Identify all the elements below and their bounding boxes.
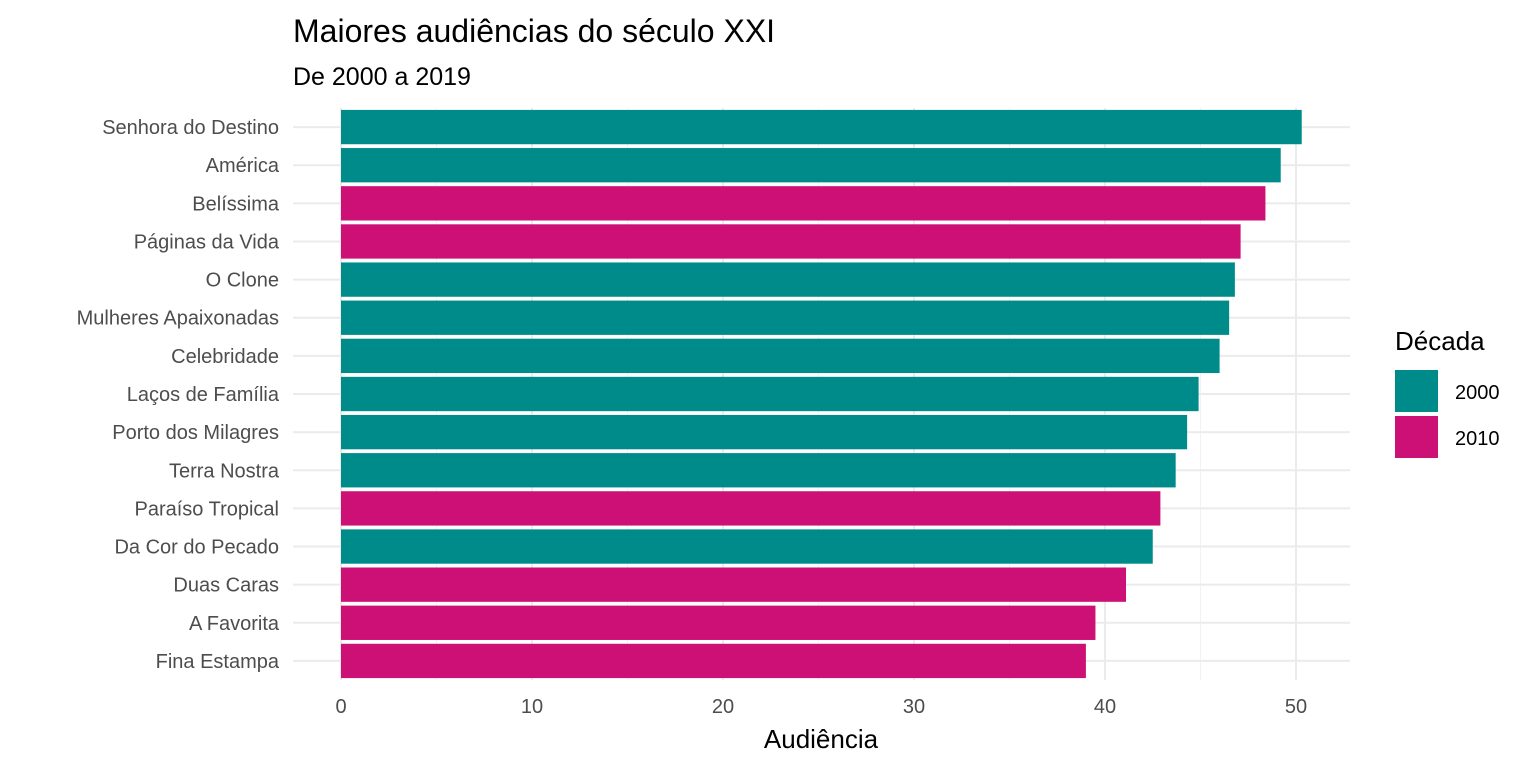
category-label: Belíssima <box>192 193 280 215</box>
category-label: Laços de Família <box>127 384 280 406</box>
category-label: Fina Estampa <box>156 651 280 673</box>
x-tick-label: 10 <box>521 696 543 718</box>
category-label: América <box>206 155 280 177</box>
chart-title: Maiores audiências do século XXI <box>293 13 775 49</box>
bar-celebridade <box>341 338 1220 374</box>
x-axis-title: Audiência <box>764 724 879 754</box>
chart-subtitle: De 2000 a 2019 <box>293 63 471 91</box>
x-tick-label: 20 <box>712 696 734 718</box>
category-label: Paraíso Tropical <box>134 498 279 520</box>
legend-swatch-2000 <box>1395 370 1438 412</box>
legend-swatch-2010 <box>1395 416 1438 458</box>
bar-laços-de-família <box>341 376 1199 412</box>
bar-a-favorita <box>341 605 1096 640</box>
bar-da-cor-do-pecado <box>341 529 1153 564</box>
x-tick-label: 30 <box>903 696 925 718</box>
bar-fina-estampa <box>341 643 1086 679</box>
category-label: A Favorita <box>189 613 280 635</box>
legend-label-2000: 2000 <box>1455 382 1500 404</box>
category-label: Páginas da Vida <box>134 231 280 253</box>
bars-group <box>341 109 1302 679</box>
bar-senhora-do-destino <box>341 109 1302 145</box>
category-label: Terra Nostra <box>169 460 280 482</box>
legend: Década 2000 2010 <box>1395 326 1500 458</box>
category-labels: Senhora do Destino América Belíssima Página… <box>77 117 280 673</box>
category-label: Da Cor do Pecado <box>114 537 279 559</box>
bar-terra-nostra <box>341 453 1176 488</box>
x-tick-label: 0 <box>335 696 346 718</box>
bar-américa <box>341 148 1281 183</box>
category-label: Duas Caras <box>173 575 279 597</box>
category-label: O Clone <box>206 270 279 292</box>
category-label: Celebridade <box>171 346 279 368</box>
bar-porto-dos-milagres <box>341 414 1188 450</box>
bar-o-clone <box>341 262 1235 297</box>
category-label: Mulheres Apaixonadas <box>77 308 279 330</box>
category-label: Porto dos Milagres <box>112 422 279 444</box>
bar-mulheres-apaixonadas <box>341 300 1230 335</box>
bar-paraíso-tropical <box>341 491 1161 526</box>
x-tick-label: 40 <box>1094 696 1116 718</box>
bar-duas-caras <box>341 567 1127 602</box>
bar-belíssima <box>341 186 1266 221</box>
category-label: Senhora do Destino <box>102 117 279 139</box>
legend-label-2010: 2010 <box>1455 428 1500 450</box>
bar-páginas-da-vida <box>341 224 1241 259</box>
legend-title: Década <box>1395 326 1485 356</box>
x-tick-label: 50 <box>1285 696 1307 718</box>
x-tick-labels: 0 10 20 30 40 50 <box>335 696 1307 718</box>
